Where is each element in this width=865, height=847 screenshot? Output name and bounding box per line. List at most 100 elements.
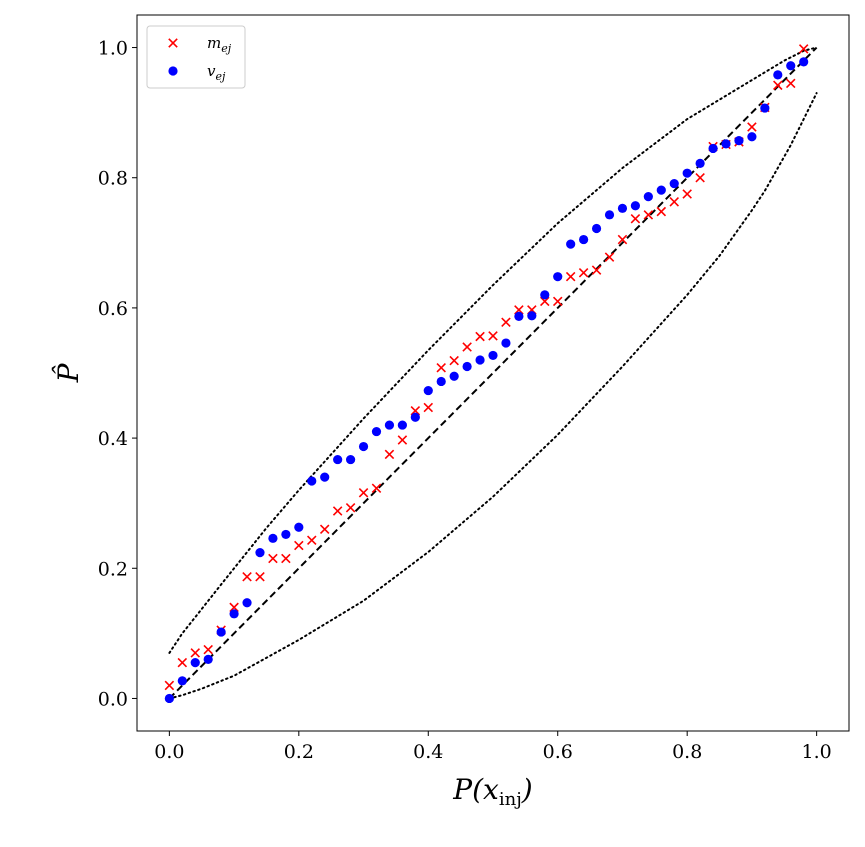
point-m_ej (565, 271, 576, 282)
point-v_ej (682, 168, 692, 178)
point-v_ej (540, 290, 550, 300)
legend-box (146, 25, 246, 89)
x-tick-label: 0.4 (413, 741, 443, 763)
confidence-band (168, 46, 818, 700)
point-v_ej (268, 533, 278, 543)
point-v_ej (604, 210, 615, 220)
point-v_ej (346, 454, 356, 465)
reference-diagonal-line (168, 46, 818, 700)
legend-label: vej (207, 62, 226, 83)
point-m_ej (630, 213, 641, 224)
point-m_ej (332, 506, 343, 516)
point-v_ej (242, 598, 252, 608)
y-tick-label: 1.0 (98, 38, 128, 60)
point-v_ej (216, 627, 226, 637)
point-v_ej (320, 472, 330, 482)
point-m_ej (578, 267, 589, 278)
legend-item-m_ej: mej (168, 34, 232, 55)
point-v_ej (566, 239, 576, 249)
point-v_ej (747, 132, 757, 142)
point-m_ej (294, 540, 304, 551)
point-m_ej (514, 305, 524, 315)
y-tick-label: 0.0 (98, 688, 128, 710)
point-v_ej (436, 376, 446, 387)
point-v_ej (358, 441, 369, 452)
point-m_ej (423, 402, 434, 413)
reference-line (168, 46, 818, 700)
point-v_ej (333, 454, 343, 465)
legend-label: mej (207, 34, 232, 55)
point-v_ej (643, 192, 653, 202)
point-v_ej (695, 158, 705, 169)
point-m_ej (358, 488, 369, 498)
x-tick-label: 0.2 (284, 741, 314, 763)
point-m_ej (682, 189, 692, 199)
data-points (164, 44, 809, 704)
point-m_ej (255, 571, 265, 582)
point-v_ej (371, 426, 382, 437)
point-v_ej (773, 70, 783, 80)
y-tick-label: 0.8 (98, 168, 128, 190)
y-tick-label: 0.4 (98, 428, 128, 450)
point-m_ej (229, 602, 239, 613)
point-v_ej (384, 420, 395, 430)
point-v_ej (475, 355, 485, 365)
legend-item-v_ej: vej (168, 62, 226, 83)
plot-frame (136, 14, 850, 732)
point-m_ej (785, 78, 796, 89)
x-tick-label: 1.0 (802, 741, 832, 763)
point-v_ej (488, 350, 498, 361)
point-m_ej (501, 317, 511, 327)
point-v_ej (630, 201, 641, 211)
point-m_ej (371, 483, 382, 493)
point-v_ej (760, 103, 770, 113)
point-v_ej (307, 476, 317, 486)
point-v_ej (294, 522, 304, 532)
point-v_ej (527, 311, 537, 321)
point-m_ej (773, 80, 783, 91)
point-v_ej (617, 203, 628, 213)
point-v_ej (656, 185, 666, 195)
point-m_ej (190, 648, 201, 658)
point-v_ej (669, 178, 679, 189)
point-m_ej (449, 355, 459, 366)
point-v_ej (553, 272, 563, 282)
point-v_ej (462, 361, 472, 372)
point-v_ej (591, 223, 602, 234)
point-m_ej (242, 571, 252, 582)
point-v_ej (190, 658, 200, 668)
point-v_ej (734, 136, 744, 146)
point-m_ej (164, 680, 175, 691)
legend: mej vej (146, 25, 246, 89)
point-m_ej (436, 363, 446, 373)
point-m_ej (397, 435, 408, 445)
point-m_ej (747, 122, 757, 132)
point-m_ej (306, 535, 317, 546)
point-m_ej (177, 657, 188, 668)
point-m_ej (798, 44, 809, 54)
point-v_ej (514, 311, 524, 321)
point-m_ej (643, 210, 654, 220)
point-v_ej (449, 371, 459, 381)
point-v_ej (799, 57, 809, 67)
point-v_ej (177, 676, 187, 686)
point-m_ej (268, 553, 278, 564)
point-m_ej (591, 265, 602, 275)
confidence-band-lower (168, 92, 818, 700)
y-tick-label: 0.6 (98, 298, 128, 320)
y-tick-label: 0.2 (98, 558, 128, 580)
point-v_ej (786, 61, 796, 71)
axis-ticks: 0.0 0.2 0.4 0.6 0.8 1.0 0.0 0.2 0.4 0.6 0.8 1.0 (98, 38, 832, 763)
point-m_ej (552, 296, 563, 307)
point-v_ej (708, 143, 718, 154)
confidence-band-upper (168, 46, 818, 654)
point-m_ej (540, 296, 550, 307)
point-v_ej (229, 609, 239, 619)
point-m_ej (488, 331, 498, 341)
point-m_ej (656, 206, 667, 217)
point-v_ej (397, 420, 407, 430)
point-m_ej (319, 524, 330, 534)
x-tick-label: 0.6 (543, 741, 573, 763)
point-m_ej (281, 553, 291, 564)
